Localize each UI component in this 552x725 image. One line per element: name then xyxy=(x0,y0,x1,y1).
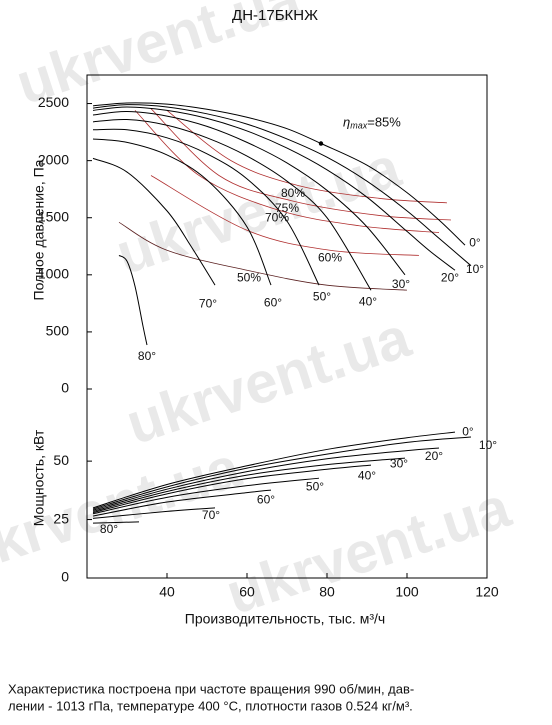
curve xyxy=(92,477,320,515)
y-tick-label: 1000 xyxy=(38,266,69,282)
curve xyxy=(92,104,472,267)
curve xyxy=(92,507,216,519)
angle-label: 50° xyxy=(313,289,331,303)
curve xyxy=(92,464,372,514)
watermark: ukrvent.ua xyxy=(109,134,409,287)
curve xyxy=(92,111,406,276)
x-axis-label: Производительность, тыс. м³/ч xyxy=(185,611,385,627)
angle-label: 80° xyxy=(100,522,118,536)
efficiency-label: 60% xyxy=(318,250,342,264)
curve xyxy=(92,431,456,509)
y-tick-label: 50 xyxy=(53,452,69,468)
angle-label: 40° xyxy=(358,468,376,482)
curve xyxy=(118,254,148,346)
angle-label: 70° xyxy=(202,508,220,522)
angle-label: 0° xyxy=(469,235,481,249)
angle-label: 50° xyxy=(306,479,324,493)
watermark: ukrvent.ua xyxy=(119,304,419,457)
efficiency-curve xyxy=(150,175,420,256)
x-tick-label: 40 xyxy=(159,584,175,600)
curve xyxy=(92,521,140,524)
watermarks: ukrvent.ua ukrvent.ua ukrvent.ua ukrvent… xyxy=(0,0,518,627)
footnote: Характеристика построена при частоте вра… xyxy=(8,681,414,696)
angle-label: 30° xyxy=(390,456,408,470)
y-axis-label: Мощность, кВт xyxy=(31,429,47,526)
annotation-part: max xyxy=(350,121,368,131)
y-axis-label: Полное давление, Па xyxy=(31,159,47,300)
y-tick-label: 1500 xyxy=(38,208,69,224)
angle-label: 60° xyxy=(257,492,275,506)
curve xyxy=(92,157,216,286)
curve xyxy=(92,102,466,246)
efficiency-label: 70% xyxy=(265,210,289,224)
angle-label: 80° xyxy=(138,349,156,363)
curve xyxy=(92,118,372,291)
angle-label: 40° xyxy=(359,294,377,308)
angle-label: 10° xyxy=(466,262,484,276)
angle-label: 70° xyxy=(199,296,217,310)
angle-label: 20° xyxy=(425,449,443,463)
curve xyxy=(92,436,472,510)
angle-label: 0° xyxy=(462,424,474,438)
x-tick-label: 100 xyxy=(395,584,419,600)
y-tick-label: 500 xyxy=(46,323,70,339)
efficiency-curve xyxy=(166,110,448,204)
angle-label: 60° xyxy=(264,295,282,309)
curve xyxy=(92,489,272,517)
footnote: лении - 1013 гПа, температуре 400 °С, пл… xyxy=(8,698,413,713)
y-tick-label: 2500 xyxy=(38,94,69,110)
y-tick-label: 2000 xyxy=(38,151,69,167)
x-tick-label: 120 xyxy=(475,584,499,600)
efficiency-curve xyxy=(150,108,452,221)
efficiency-curve xyxy=(118,221,408,291)
y-tick-label: 0 xyxy=(61,380,69,396)
efficiency-label: 50% xyxy=(237,270,261,284)
angle-label: 10° xyxy=(479,438,497,452)
curve xyxy=(92,128,320,286)
angle-label: 20° xyxy=(441,270,459,284)
annotation-point xyxy=(318,141,324,146)
x-tick-label: 60 xyxy=(239,584,255,600)
curve xyxy=(92,447,440,511)
x-tick-label: 80 xyxy=(319,584,335,600)
plot-frame xyxy=(86,74,488,579)
efficiency-label: 80% xyxy=(281,186,305,200)
curve xyxy=(92,106,456,271)
angle-label: 30° xyxy=(392,277,410,291)
curve xyxy=(92,457,406,512)
annotation-part: η xyxy=(343,115,350,130)
chart-title: ДН-17БКНЖ xyxy=(232,7,318,24)
annotation-part: =85% xyxy=(367,115,401,130)
y-tick-label: 0 xyxy=(61,569,69,585)
y-tick-label: 25 xyxy=(53,510,69,526)
annotation: ηmax=85% xyxy=(343,115,401,131)
curve xyxy=(92,138,272,286)
